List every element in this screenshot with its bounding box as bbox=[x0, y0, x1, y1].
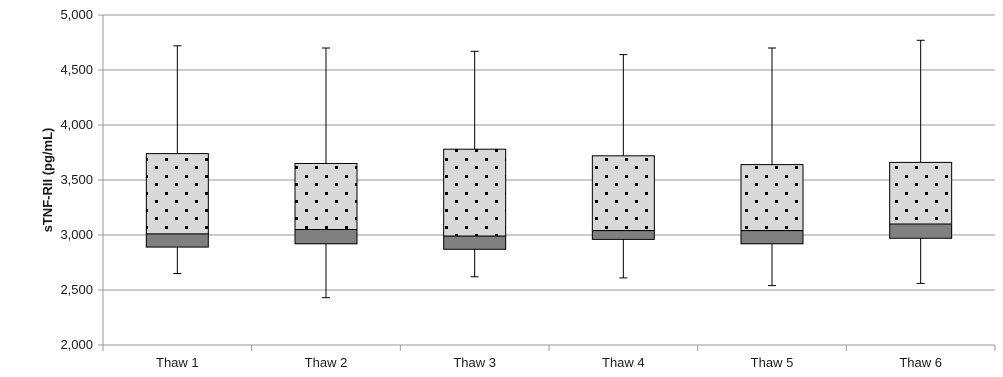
box-6 bbox=[889, 39, 953, 284]
x-tick-label: Thaw 1 bbox=[156, 355, 199, 370]
y-tick-label: 4,500 bbox=[60, 62, 93, 77]
upper-box-dots bbox=[295, 163, 357, 230]
lower-box bbox=[443, 235, 507, 250]
boxes bbox=[145, 39, 953, 299]
lower-box bbox=[294, 229, 358, 245]
x-tick-label: Thaw 2 bbox=[305, 355, 348, 370]
x-tick-label: Thaw 5 bbox=[751, 355, 794, 370]
y-tick-label: 2,500 bbox=[60, 282, 93, 297]
upper-box-dots bbox=[741, 164, 803, 231]
box-4 bbox=[591, 54, 655, 279]
lower-box bbox=[889, 223, 953, 239]
y-tick-label: 3,500 bbox=[60, 172, 93, 187]
lower-box bbox=[145, 233, 209, 248]
x-tick-label: Thaw 4 bbox=[602, 355, 645, 370]
upper-box-dots bbox=[592, 155, 655, 231]
lower-box bbox=[591, 230, 655, 240]
lower-box bbox=[740, 230, 804, 245]
labels: 2,000 2,500 3,000 3,500 4,000 4,500 5,000 sTNF-… bbox=[40, 7, 942, 370]
upper-box-dots bbox=[443, 149, 506, 237]
upper-box-dots bbox=[146, 153, 209, 234]
y-tick-label: 2,000 bbox=[60, 337, 93, 352]
box-3 bbox=[443, 50, 507, 278]
x-tick-label: Thaw 3 bbox=[453, 355, 496, 370]
y-tick-label: 4,000 bbox=[60, 117, 93, 132]
upper-box-dots bbox=[889, 162, 952, 224]
gridlines bbox=[103, 14, 995, 291]
y-tick-label: 5,000 bbox=[60, 7, 93, 22]
box-5 bbox=[740, 47, 804, 287]
box-1 bbox=[145, 45, 209, 274]
box-2 bbox=[294, 47, 358, 299]
x-tick-label: Thaw 6 bbox=[899, 355, 942, 370]
y-axis-title: sTNF-RII (pg/mL) bbox=[40, 128, 55, 233]
y-tick-label: 3,000 bbox=[60, 227, 93, 242]
axes bbox=[98, 14, 996, 351]
